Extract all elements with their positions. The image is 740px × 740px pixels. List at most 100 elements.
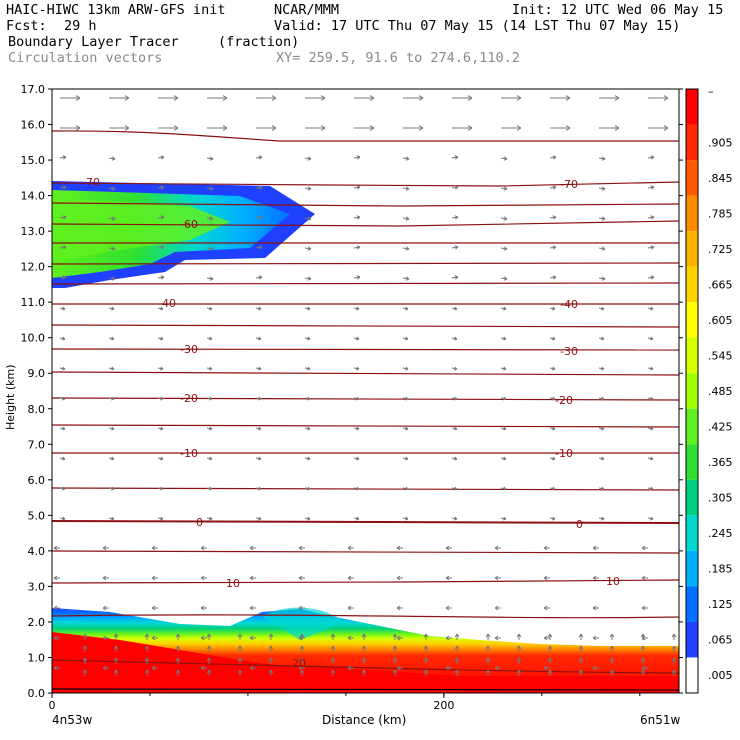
vector-arrow [549,516,556,521]
vector-arrow [256,95,277,101]
model-title: HAIC-HIWC 13km ARW-GFS init [6,2,226,18]
vector-arrow [451,306,458,311]
vector-arrow [53,665,60,671]
vector-arrow [549,245,557,250]
vector-arrow [451,456,458,461]
colorbar-swatch [686,124,698,161]
colorbar-swatch [686,657,698,693]
vector-arrow [423,633,429,640]
xy-coordinates: XY= 259.5, 91.6 to 274.6,110.2 [276,50,520,66]
x-axis: 0 200 [49,693,641,712]
vector-arrow [549,426,556,431]
vector-arrow [598,186,606,191]
vector-arrow [609,645,615,652]
colorbar-label: .305 [708,492,733,505]
vector-arrow [157,306,164,311]
vector-arrow [330,669,336,676]
vector-arrow [500,156,508,161]
vector-arrow [549,155,557,160]
vector-arrow [206,306,213,311]
y-tick-label: 6.0 [28,474,46,487]
colorbar-swatch [686,586,698,622]
vector-arrow [53,575,60,581]
y-tick-label: 15.0 [21,154,46,167]
vector-arrow [402,396,409,401]
vector-arrow [108,186,116,191]
y-tick-label: 9.0 [28,367,46,380]
vector-arrow [452,95,473,101]
vector-arrow [671,657,677,664]
y-tick-label: 7.0 [28,438,46,451]
vector-arrow [598,216,606,221]
vector-arrow [268,633,274,640]
vector-arrow [403,95,424,101]
y-tick-label: 17.0 [21,83,46,96]
vector-arrow [598,396,605,401]
vector-arrow [108,366,115,371]
vector-arrow [249,635,256,641]
vector-arrow [304,216,312,221]
vector-arrow [59,185,67,190]
vector-arrow [151,605,158,611]
vector-arrow [543,665,550,671]
vector-arrow [353,426,360,431]
vector-arrow [255,215,263,220]
vector-arrow [108,336,115,341]
vector-arrow [347,575,354,581]
vector-arrow [255,275,263,280]
vector-arrow [648,125,669,131]
vector-arrow [598,426,605,431]
vector-arrow [647,275,655,280]
x-end-label: 6n51w [640,713,681,727]
x-tick-label: 200 [433,699,454,712]
vector-arrow [592,545,599,551]
vector-arrow [206,216,214,221]
vector-arrow [451,215,459,220]
vector-arrow [543,635,550,641]
y-axis: 0.0 1.0 2.0 3.0 4.0 5.0 6.0 7.0 8.0 9.0 10.0 11.0 12… [21,83,683,700]
contour-label-m60: -60 [180,218,198,231]
y-tick-label: 11.0 [21,296,46,309]
vector-arrow [402,366,409,371]
vector-arrow [647,155,655,160]
vector-arrow [353,366,360,371]
contour-label-0-left: 0 [196,516,203,529]
vector-arrow [249,605,256,611]
vector-arrow [647,215,655,220]
y-tick-label: 1.0 [28,651,46,664]
vector-arrow [200,545,207,551]
vector-arrow [157,275,165,280]
vector-arrow [640,657,646,664]
colorbar-frame [685,88,699,694]
vector-arrow [330,633,336,640]
vector-arrow [347,545,354,551]
vector-arrow [304,276,312,281]
vector-arrow [299,633,305,640]
vector-arrow [206,276,214,281]
contour-label-10-right: 10 [606,575,620,588]
vector-arrow [403,125,424,131]
vector-arrow [598,156,606,161]
y-axis-label: Height (km) [4,364,17,430]
vector-arrow [82,633,88,640]
vector-arrow [157,516,164,521]
vector-arrow [609,657,615,664]
vector-arrow [330,657,336,664]
vector-arrow [347,665,354,671]
contour-label-m40-left: -40 [158,297,176,310]
vector-arrow [500,246,508,251]
colorbar-swatch [686,266,698,303]
vector-arrow [396,635,403,641]
y-tick-label: 8.0 [28,403,46,416]
vector-arrow [109,95,130,101]
vector-arrow [500,516,507,521]
colorbar-label: .545 [708,349,733,362]
vector-arrow [237,669,243,676]
vector-arrow [144,657,150,664]
vector-arrow [200,575,207,581]
contour-label-m30-left: -30 [180,343,198,356]
vector-arrow [451,185,459,190]
colorbar-label: .725 [708,243,733,256]
colorbar-label: .485 [708,385,733,398]
vector-arrow [347,605,354,611]
